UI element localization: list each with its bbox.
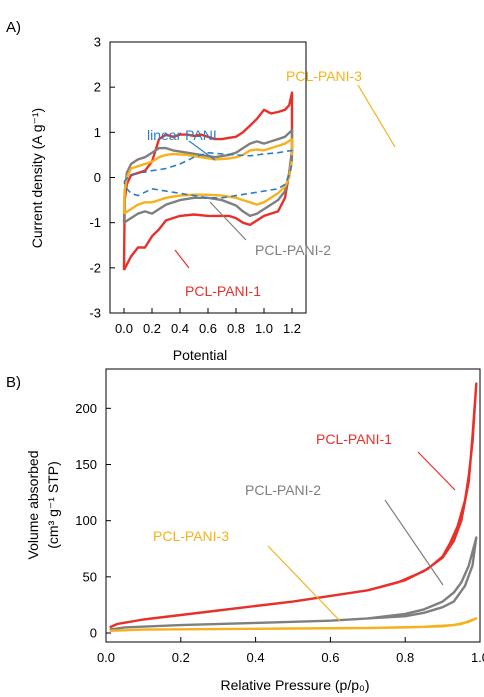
annotation-pcl-pani-3-a: PCL-PANI-3 <box>286 68 362 84</box>
y-ticks-b: 0 50 100 150 200 <box>75 401 111 641</box>
annotation-pcl-pani-1-a: PCL-PANI-1 <box>185 283 261 299</box>
x-tick-label-b: 0.8 <box>396 650 414 665</box>
series-line-pcl-pani-3-b <box>109 617 478 632</box>
leader-pcl-pani-2-b <box>384 499 444 586</box>
series-line-pcl-pani-2-a <box>122 128 294 224</box>
series-group-b <box>109 382 478 632</box>
x-tick-label-a: 0.4 <box>171 321 189 336</box>
leader-pcl-pani-3-a <box>357 84 396 148</box>
chart-panel-b: B) 0 50 100 150 200 0.0 0.2 0.4 0.6 0.8 1.0 Relat… <box>6 368 484 693</box>
x-tick-label-b: 1.0 <box>471 650 484 665</box>
x-axis-label-b: Relative Pressure (p/p₀) <box>221 677 370 693</box>
y-tick-label-a: 2 <box>94 80 101 95</box>
y-tick-label-a: 3 <box>94 35 101 50</box>
y-tick-label-a: -3 <box>89 306 101 321</box>
y-tick-label-b: 0 <box>90 626 97 641</box>
x-tick-label-a: 1.0 <box>255 321 273 336</box>
x-ticks-b: 0.0 0.2 0.4 0.6 0.8 1.0 <box>97 637 484 665</box>
y-tick-label-a: 1 <box>94 125 101 140</box>
x-tick-label-b: 0.2 <box>172 650 190 665</box>
x-tick-label-b: 0.6 <box>321 650 339 665</box>
x-tick-label-a: 0.0 <box>115 321 133 336</box>
annotation-pcl-pani-2-a: PCL-PANI-2 <box>255 242 331 258</box>
leader-pcl-pani-1-b <box>417 451 456 491</box>
panel-label-a: A) <box>6 19 21 36</box>
leader-pcl-pani-1-a <box>174 249 190 269</box>
series-line-pcl-pani-3-a <box>122 137 294 215</box>
panel-label-b: B) <box>6 374 21 391</box>
y-tick-label-a: 0 <box>94 170 101 185</box>
x-tick-label-a: 1.2 <box>283 321 301 336</box>
y-tick-label-b: 100 <box>75 513 97 528</box>
chart-panel-a: A) -3 -2 -1 0 1 2 3 0.0 0.2 0.4 0.6 0.8 1.0 1.2 Pote… <box>6 19 396 363</box>
plot-frame-b <box>105 368 481 643</box>
y-tick-label-a: -1 <box>89 215 101 230</box>
y-tick-label-b: 200 <box>75 401 97 416</box>
plot-frame-a <box>109 41 307 314</box>
x-tick-label-a: 0.8 <box>227 321 245 336</box>
leader-pcl-pani-2-a <box>209 201 247 241</box>
series-line-pcl-pani-1-b <box>109 382 478 629</box>
y-tick-label-b: 50 <box>83 569 97 584</box>
series-line-pcl-pani-2-b <box>109 536 478 631</box>
leader-pcl-pani-3-b <box>267 545 341 622</box>
x-ticks-a: 0.0 0.2 0.4 0.6 0.8 1.0 1.2 <box>115 308 301 336</box>
y-tick-label-b: 150 <box>75 457 97 472</box>
series-group-a <box>122 91 294 271</box>
y-ticks-a: -3 -2 -1 0 1 2 3 <box>89 35 115 321</box>
annotation-pcl-pani-3-b: PCL-PANI-3 <box>153 528 229 544</box>
x-tick-label-b: 0.0 <box>97 650 115 665</box>
annotation-pcl-pani-2-b: PCL-PANI-2 <box>245 482 321 498</box>
x-axis-label-a: Potential <box>173 347 227 363</box>
leader-linear-pani-a <box>188 140 216 161</box>
y-axis-label-b: Volume absorbed (cm³ g⁻¹ STP) <box>25 451 61 560</box>
y-axis-label-b-line2: (cm³ g⁻¹ STP) <box>45 461 61 549</box>
series-line-pcl-pani-1-a <box>122 91 294 271</box>
y-axis-label-b-line1: Volume absorbed <box>25 451 41 560</box>
y-tick-label-a: -2 <box>89 260 101 275</box>
annotation-pcl-pani-1-b: PCL-PANI-1 <box>316 431 392 447</box>
x-tick-label-a: 0.6 <box>199 321 217 336</box>
annotation-linear-pani-a: linear PANI <box>147 127 217 143</box>
x-tick-label-b: 0.4 <box>247 650 265 665</box>
x-tick-label-a: 0.2 <box>143 321 161 336</box>
y-axis-label-a: Current density (A g⁻¹) <box>29 108 45 248</box>
